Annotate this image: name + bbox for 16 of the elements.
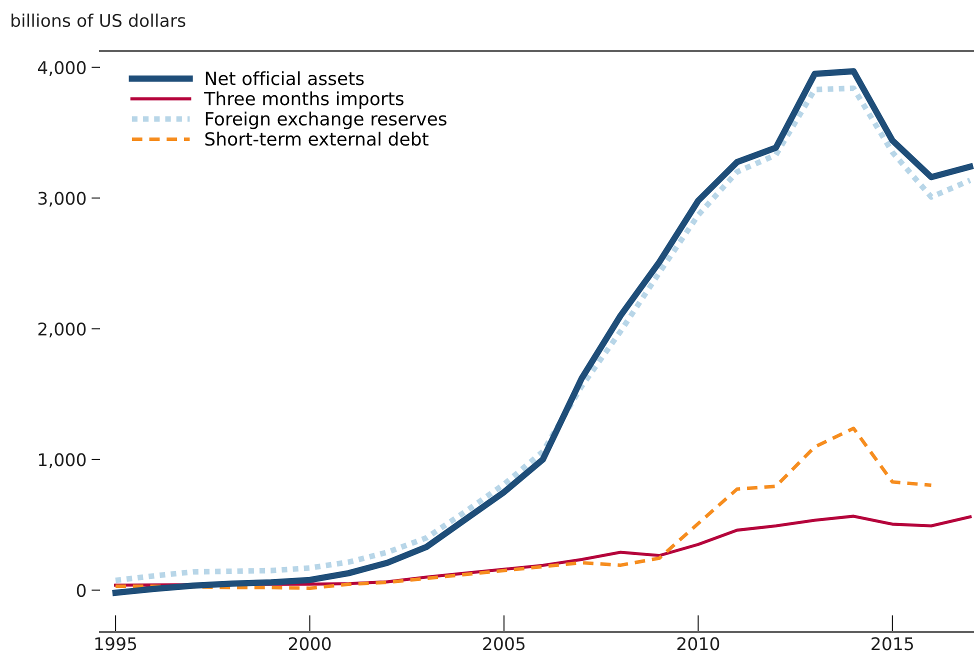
y-tick-label: 2,000 [38, 322, 86, 338]
y-tick-label: 1,000 [39, 453, 86, 468]
line-series [114, 426, 934, 590]
legend-label: Foreign exchange reserves [206, 112, 446, 130]
x-tick-label: 1995 [95, 637, 136, 650]
y-tick-label: 3,000 [38, 192, 86, 207]
y-axis-title: billions of US dollars [12, 14, 186, 28]
legend-label: Net official assets [206, 71, 364, 86]
x-tick-label: 2010 [677, 637, 720, 650]
y-tick-label: 4,000 [38, 61, 86, 76]
legend-label: Short-term external debt [205, 132, 428, 146]
x-tick-label: 2000 [288, 637, 331, 650]
x-tick-label: 2005 [483, 637, 525, 650]
x-tick-label: 2015 [872, 637, 913, 650]
legend-label: Three months imports [204, 91, 404, 109]
y-tick-label: 0 [76, 584, 86, 598]
